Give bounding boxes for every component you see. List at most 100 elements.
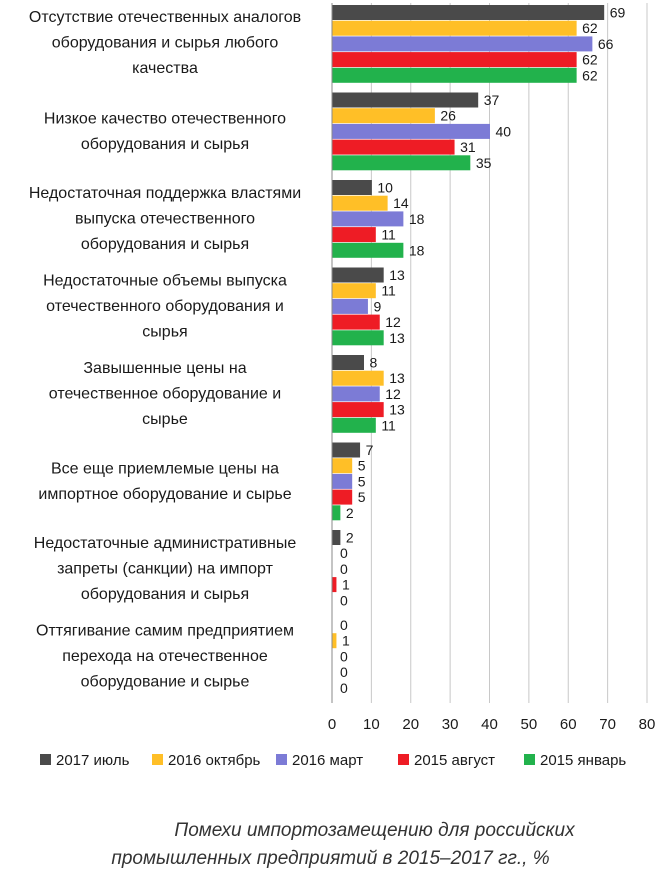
category-label-line: оборудования и сырья любого: [52, 35, 279, 52]
data-label: 12: [385, 386, 401, 402]
bar: [332, 530, 341, 545]
x-tick-label: 20: [402, 716, 419, 733]
category-label-line: Недостаточные объемы выпуска: [43, 273, 287, 290]
x-tick-label: 10: [363, 716, 380, 733]
category-label-line: Недостаточная поддержка властями: [29, 185, 301, 202]
data-label: 40: [496, 123, 512, 139]
bars: [332, 5, 605, 649]
category-label: Завышенные цены на отечественное оборудов…: [49, 360, 281, 428]
legend-label: 2017 июль: [56, 752, 130, 769]
bar: [332, 36, 593, 52]
gridlines: [331, 3, 648, 703]
data-label: 0: [340, 648, 348, 664]
data-label: 5: [358, 458, 366, 474]
category-label-line: Все еще приемлемые цены на: [51, 461, 279, 478]
legend-item: 2016 март: [276, 752, 363, 769]
bar: [332, 108, 435, 124]
x-axis-ticks: 0 10 20 30 40 50 60 70 80: [328, 716, 656, 733]
legend-item: 2017 июль: [40, 752, 130, 769]
legend-swatch: [524, 754, 535, 765]
bar: [332, 180, 372, 195]
data-label: 31: [460, 139, 476, 155]
data-label: 1: [342, 577, 350, 593]
data-label: 10: [377, 180, 393, 196]
data-label: 12: [385, 314, 401, 330]
x-tick-label: 70: [599, 716, 616, 733]
data-label: 5: [358, 473, 366, 489]
data-label: 0: [340, 561, 348, 577]
bar: [332, 242, 404, 258]
bar: [332, 123, 490, 139]
category-label: Отсутствие отечественных аналогов оборудо…: [29, 9, 301, 77]
bar: [332, 267, 384, 283]
legend-item: 2016 октябрь: [152, 752, 261, 769]
category-labels: Отсутствие отечественных аналогов оборудо…: [29, 9, 301, 691]
data-label: 2: [346, 530, 354, 546]
category-label-line: отечественного оборудования и: [46, 298, 284, 315]
data-label: 18: [409, 242, 425, 258]
data-label: 11: [381, 227, 396, 243]
x-tick-label: 40: [481, 716, 498, 733]
bar: [332, 314, 380, 330]
data-label: 0: [340, 617, 348, 633]
category-label-line: оборудование и сырье: [81, 674, 250, 691]
category-label-line: выпуска отечественного: [75, 211, 255, 228]
category-label: Все еще приемлемые цены на импортное обор…: [38, 461, 291, 504]
x-tick-label: 0: [328, 716, 336, 733]
data-label: 35: [476, 155, 492, 171]
legend-item: 2015 август: [398, 752, 495, 769]
bar: [332, 139, 455, 155]
data-label: 11: [381, 417, 396, 433]
legend-swatch: [276, 754, 287, 765]
category-label-line: оборудования и сырья: [81, 236, 249, 253]
data-label: 62: [582, 67, 598, 83]
legend-label: 2015 январь: [540, 752, 626, 769]
category-label-line: сырье: [142, 411, 188, 428]
category-label-line: запреты (санкции) на импорт: [57, 561, 274, 578]
caption-line-1: Помехи импортозамещению для российских: [174, 820, 575, 841]
data-label: 13: [389, 370, 405, 386]
bar: [332, 298, 368, 314]
legend-swatch: [40, 754, 51, 765]
legend-swatch: [398, 754, 409, 765]
x-tick-label: 50: [521, 716, 538, 733]
bar: [332, 473, 353, 489]
bar: [332, 195, 388, 211]
bar: [332, 505, 341, 521]
chart: 6962666262372640313510141811181311912138…: [29, 3, 656, 769]
legend-swatch: [152, 754, 163, 765]
data-label: 37: [484, 92, 500, 108]
data-label: 8: [370, 355, 378, 371]
legend-label: 2016 октябрь: [168, 752, 261, 769]
bar: [332, 283, 376, 299]
data-label: 2: [346, 505, 354, 521]
bar: [332, 20, 577, 36]
x-tick-label: 60: [560, 716, 577, 733]
x-tick-label: 30: [442, 716, 459, 733]
bar: [332, 633, 337, 649]
bar: [332, 386, 380, 402]
bar: [332, 458, 353, 474]
data-label: 26: [440, 108, 456, 124]
category-label-line: Отсутствие отечественных аналогов: [29, 9, 301, 26]
legend: 2017 июль 2016 октябрь 2016 март 2015 авгус…: [40, 752, 626, 769]
bar: [332, 5, 605, 20]
category-label-line: Завышенные цены на: [83, 360, 246, 377]
bar: [332, 67, 577, 83]
data-label: 13: [389, 402, 405, 418]
data-labels: 6962666262372640313510141811181311912138…: [340, 5, 625, 696]
category-label-line: отечественное оборудование и: [49, 386, 281, 403]
bar: [332, 442, 361, 458]
data-label: 7: [366, 442, 374, 458]
bar: [332, 155, 471, 171]
bar: [332, 92, 479, 108]
data-label: 5: [358, 489, 366, 505]
bar: [332, 355, 364, 370]
bar: [332, 402, 384, 418]
category-label-line: Низкое качество отечественного: [44, 111, 286, 128]
category-label-line: Оттягивание самим предприятием: [36, 623, 294, 640]
data-label: 13: [389, 330, 405, 346]
category-label-line: импортное оборудование и сырье: [38, 486, 291, 503]
legend-label: 2015 август: [414, 752, 495, 769]
data-label: 0: [340, 680, 348, 696]
